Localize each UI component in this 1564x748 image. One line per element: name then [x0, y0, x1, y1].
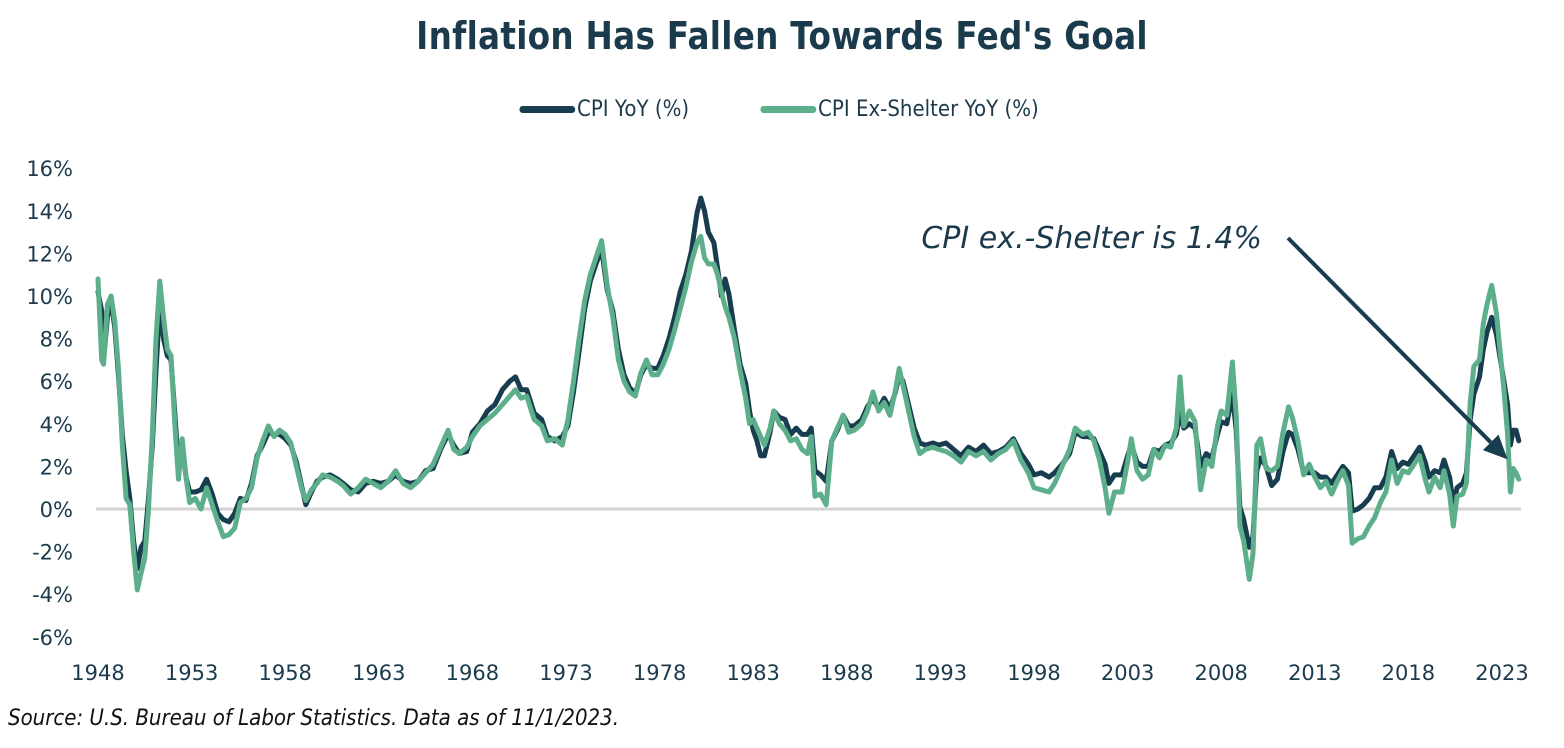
x-tick-label: 1968 [446, 661, 499, 685]
annotation-arrow [1286, 236, 1493, 444]
legend-label-cpi: CPI YoY (%) [576, 97, 689, 122]
y-tick-label: 8% [40, 328, 73, 352]
y-tick-label: 2% [40, 455, 73, 479]
legend-swatch-cpi [519, 106, 575, 113]
y-tick-label: 0% [40, 498, 73, 522]
x-tick-label: 2018 [1382, 661, 1435, 685]
legend: CPI YoY (%) CPI Ex-Shelter YoY (%) [0, 94, 1564, 122]
x-tick-label: 1953 [165, 661, 218, 685]
x-tick-label: 2008 [1194, 661, 1247, 685]
y-axis: -6% -4% -2% 0% 2% 4% 6% 8% 10% 12% 14% 16% [26, 157, 73, 650]
source-note: Source: U.S. Bureau of Labor Statistics.… [8, 706, 620, 731]
x-tick-label: 1948 [71, 661, 124, 685]
y-tick-label: 14% [26, 200, 73, 224]
legend-item-cpi-ex-shelter[interactable]: CPI Ex-Shelter YoY (%) [760, 97, 1039, 122]
y-tick-label: -4% [32, 583, 73, 607]
x-tick-label: 2003 [1101, 661, 1154, 685]
x-tick-label: 1988 [820, 661, 873, 685]
x-tick-label: 1983 [726, 661, 779, 685]
x-tick-label: 1978 [633, 661, 686, 685]
y-tick-label: -2% [32, 541, 73, 565]
legend-swatch-cpi-ex-shelter [760, 106, 817, 113]
chart-title: Inflation Has Fallen Towards Fed's Goal [416, 14, 1148, 58]
x-tick-label: 2023 [1475, 661, 1528, 685]
series-layer [95, 195, 1522, 593]
y-tick-label: 6% [40, 370, 73, 394]
x-tick-label: 1958 [258, 661, 311, 685]
y-tick-label: 16% [26, 157, 73, 181]
x-axis: 1948 1953 1958 1963 1968 1973 1978 1983 1988 1993… [71, 661, 1528, 685]
y-tick-label: 10% [26, 285, 73, 309]
x-tick-label: 1993 [914, 661, 967, 685]
annotation-text: CPI ex.-Shelter is 1.4% [921, 221, 1262, 256]
series-line-cpi-ex-shelter [95, 233, 1522, 593]
x-tick-label: 1998 [1007, 661, 1060, 685]
y-tick-label: -6% [32, 626, 73, 650]
x-tick-label: 1963 [352, 661, 405, 685]
annotation-arrowhead [1482, 434, 1508, 460]
x-tick-label: 2013 [1288, 661, 1341, 685]
x-tick-label: 1973 [539, 661, 592, 685]
legend-label-cpi-ex-shelter: CPI Ex-Shelter YoY (%) [818, 97, 1039, 122]
y-tick-label: 4% [40, 413, 73, 437]
y-tick-label: 12% [26, 242, 73, 266]
legend-item-cpi[interactable]: CPI YoY (%) [519, 97, 689, 122]
annotation-layer: CPI ex.-Shelter is 1.4% [921, 221, 1508, 460]
